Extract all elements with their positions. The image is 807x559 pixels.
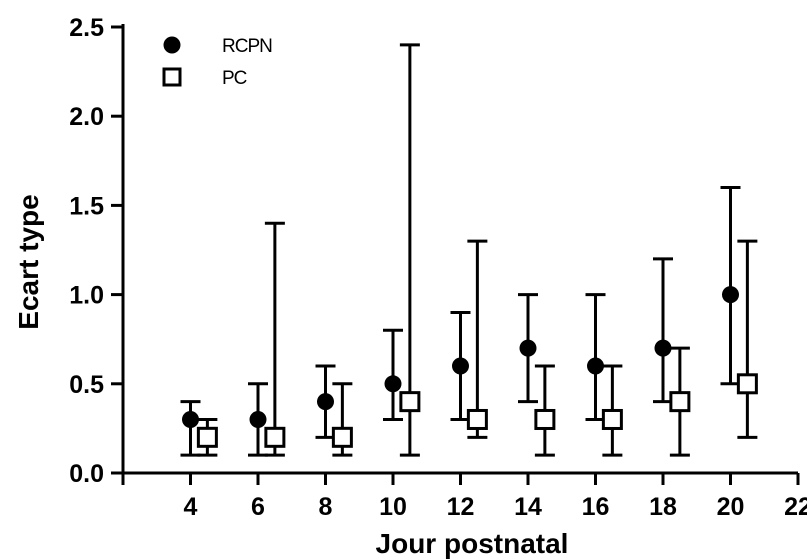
rcpn-point (519, 339, 537, 357)
y-tick-label: 1.5 (69, 192, 104, 220)
rcpn-point (384, 375, 402, 393)
error-bars (180, 43, 758, 457)
x-tick-label: 16 (582, 493, 610, 521)
pc-point (534, 408, 556, 430)
rcpn-point (452, 357, 469, 375)
rcpn-point (182, 410, 199, 428)
y-tick-label: 1.0 (69, 282, 104, 310)
pc-point (601, 408, 623, 430)
rcpn-point (249, 410, 267, 428)
x-tick-label: 10 (379, 493, 407, 521)
x-tick-label: 6 (251, 493, 265, 521)
legend-rcpn-marker (163, 36, 181, 54)
pc-point (331, 426, 353, 448)
y-tick-label: 0.5 (69, 371, 104, 399)
pc-point (466, 408, 488, 430)
x-tick-label: 12 (447, 493, 475, 521)
pc-point (264, 426, 286, 448)
rcpn-point (317, 393, 334, 411)
pc-point (669, 391, 691, 413)
rcpn-point (654, 339, 672, 357)
data-markers (182, 286, 758, 448)
legend: RCPN PC (162, 36, 273, 89)
x-tick-label: 20 (717, 493, 745, 521)
pc-point (196, 426, 218, 448)
y-tick-label: 2.5 (69, 14, 104, 42)
x-axis-title: Jour postnatal (376, 528, 569, 559)
x-tick-label: 14 (514, 493, 542, 521)
pc-point (399, 391, 421, 413)
y-tick-label: 2.0 (69, 103, 104, 131)
x-tick-label: 18 (649, 493, 677, 521)
x-tick-label: 22 (784, 493, 807, 521)
x-tick-label: 8 (319, 493, 333, 521)
rcpn-point (587, 357, 604, 375)
pc-point (736, 373, 758, 395)
y-tick-label: 0.0 (69, 460, 104, 488)
legend-label: RCPN (222, 36, 272, 57)
legend-pc-marker (162, 67, 182, 87)
x-tick-label: 4 (184, 493, 198, 521)
rcpn-point (722, 286, 739, 304)
axes: 0.0 0.5 1.0 1.5 2.0 2.5 4 6 8 10 12 14 16 18 20 22 (69, 14, 807, 521)
legend-label: PC (222, 68, 247, 89)
y-axis-title: Ecart type (13, 194, 44, 329)
